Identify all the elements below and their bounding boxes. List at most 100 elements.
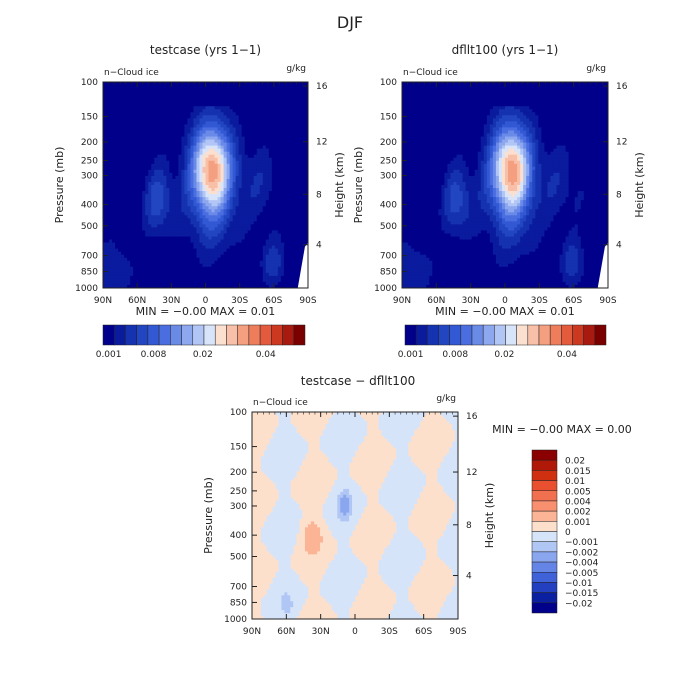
heatmap-cell [118,254,122,259]
heatmap-cell [410,429,415,434]
heatmap-cell [268,245,273,250]
heatmap-cell [492,185,497,189]
heatmap-cell [193,251,197,256]
heatmap-cell [253,151,258,156]
heatmap-cell [226,178,231,183]
heatmap-cell [417,269,421,274]
heatmap-cell [517,233,521,237]
heatmap-cell [559,194,563,198]
heatmap-cell [414,254,418,259]
heatmap-cell [274,227,279,231]
heatmap-cell [562,139,566,143]
heatmap-cell [538,185,542,189]
heatmap-cell [217,151,221,156]
heatmap-cell [259,191,264,195]
heatmap-cell [223,124,227,128]
heatmap-cell [498,106,503,110]
heatmap-cell [459,154,463,159]
heatmap-cell [498,178,503,183]
heatmap-cell [223,263,227,268]
heatmap-cell [520,127,524,131]
heatmap-cell [244,224,249,228]
heatmap-cell [465,221,470,225]
heatmap-cell [166,151,170,156]
heatmap-cell [247,151,252,156]
heatmap-cell [166,178,170,183]
heatmap-cell [223,185,227,189]
heatmap-cell [109,260,113,265]
heatmap-cell [501,172,506,177]
heatmap-cell [205,272,209,277]
heatmap-cell [384,426,388,431]
heatmap-cell [235,200,240,204]
heatmap-cell [565,236,570,240]
heatmap-cell [505,272,509,277]
heatmap-cell [265,139,270,143]
heatmap-cell [190,191,194,195]
heatmap-cell [577,242,582,246]
heatmap-cell [477,185,482,189]
heatmap-cell [498,248,503,253]
heatmap-cell [160,185,164,189]
heatmap-cell [393,432,397,437]
heatmap-cell [223,194,227,198]
heatmap-cell [205,209,209,213]
heatmap-cell [577,203,582,207]
heatmap-cell [429,245,433,250]
heatmap-cell [468,242,473,246]
heatmap-cell [160,212,164,216]
heatmap-cell [157,148,161,153]
heatmap-cell [498,254,503,259]
heatmap-cell [423,248,427,253]
heatmap-cell [514,242,518,246]
heatmap-cell [355,414,359,419]
heatmap-cell [187,142,191,147]
heatmap-cell [577,172,582,177]
colorbar-swatch [113,324,126,346]
heatmap-cell [118,257,122,262]
heatmap-cell [429,263,433,268]
heatmap-cell [408,281,412,286]
heatmap-cell [133,284,137,288]
heatmap-cell [426,281,430,286]
heatmap-cell [277,263,282,268]
heatmap-cell [259,254,264,259]
heatmap-cell [211,206,215,210]
heatmap-cell [508,272,512,277]
heatmap-cell [411,248,415,253]
heatmap-cell [474,200,479,204]
colorbar-swatch [527,324,540,346]
heatmap-cell [214,254,218,259]
heatmap-cell [550,181,554,186]
heatmap-cell [459,148,463,153]
heatmap-cell [526,215,530,219]
heatmap-cell [196,154,200,159]
heatmap-cell [199,151,203,156]
heatmap-cell [501,224,506,228]
heatmap-cell [580,172,585,177]
heatmap-cell [250,233,255,237]
heatmap-cell [340,426,344,431]
heatmap-cell [208,251,212,256]
heatmap-cell [489,118,494,122]
heatmap-cell [142,230,146,234]
heatmap-cell [447,191,451,195]
heatmap-cell [229,118,234,122]
heatmap-cell [289,175,294,180]
heatmap-cell [208,127,212,131]
heatmap-cell [544,169,548,174]
heatmap-cell [465,160,470,165]
heatmap-cell [148,215,152,219]
heatmap-cell [535,151,539,156]
heatmap-cell [501,127,506,131]
heatmap-cell [574,245,579,250]
heatmap-cell [459,215,463,219]
heatmap-cell [193,133,197,137]
heatmap-cell [121,281,125,286]
heatmap-cell [181,197,185,201]
heatmap-cell [541,245,545,250]
heatmap-cell [517,203,521,207]
heatmap-cell [565,221,570,225]
heatmap-cell [559,163,563,168]
heatmap-cell [208,163,212,168]
